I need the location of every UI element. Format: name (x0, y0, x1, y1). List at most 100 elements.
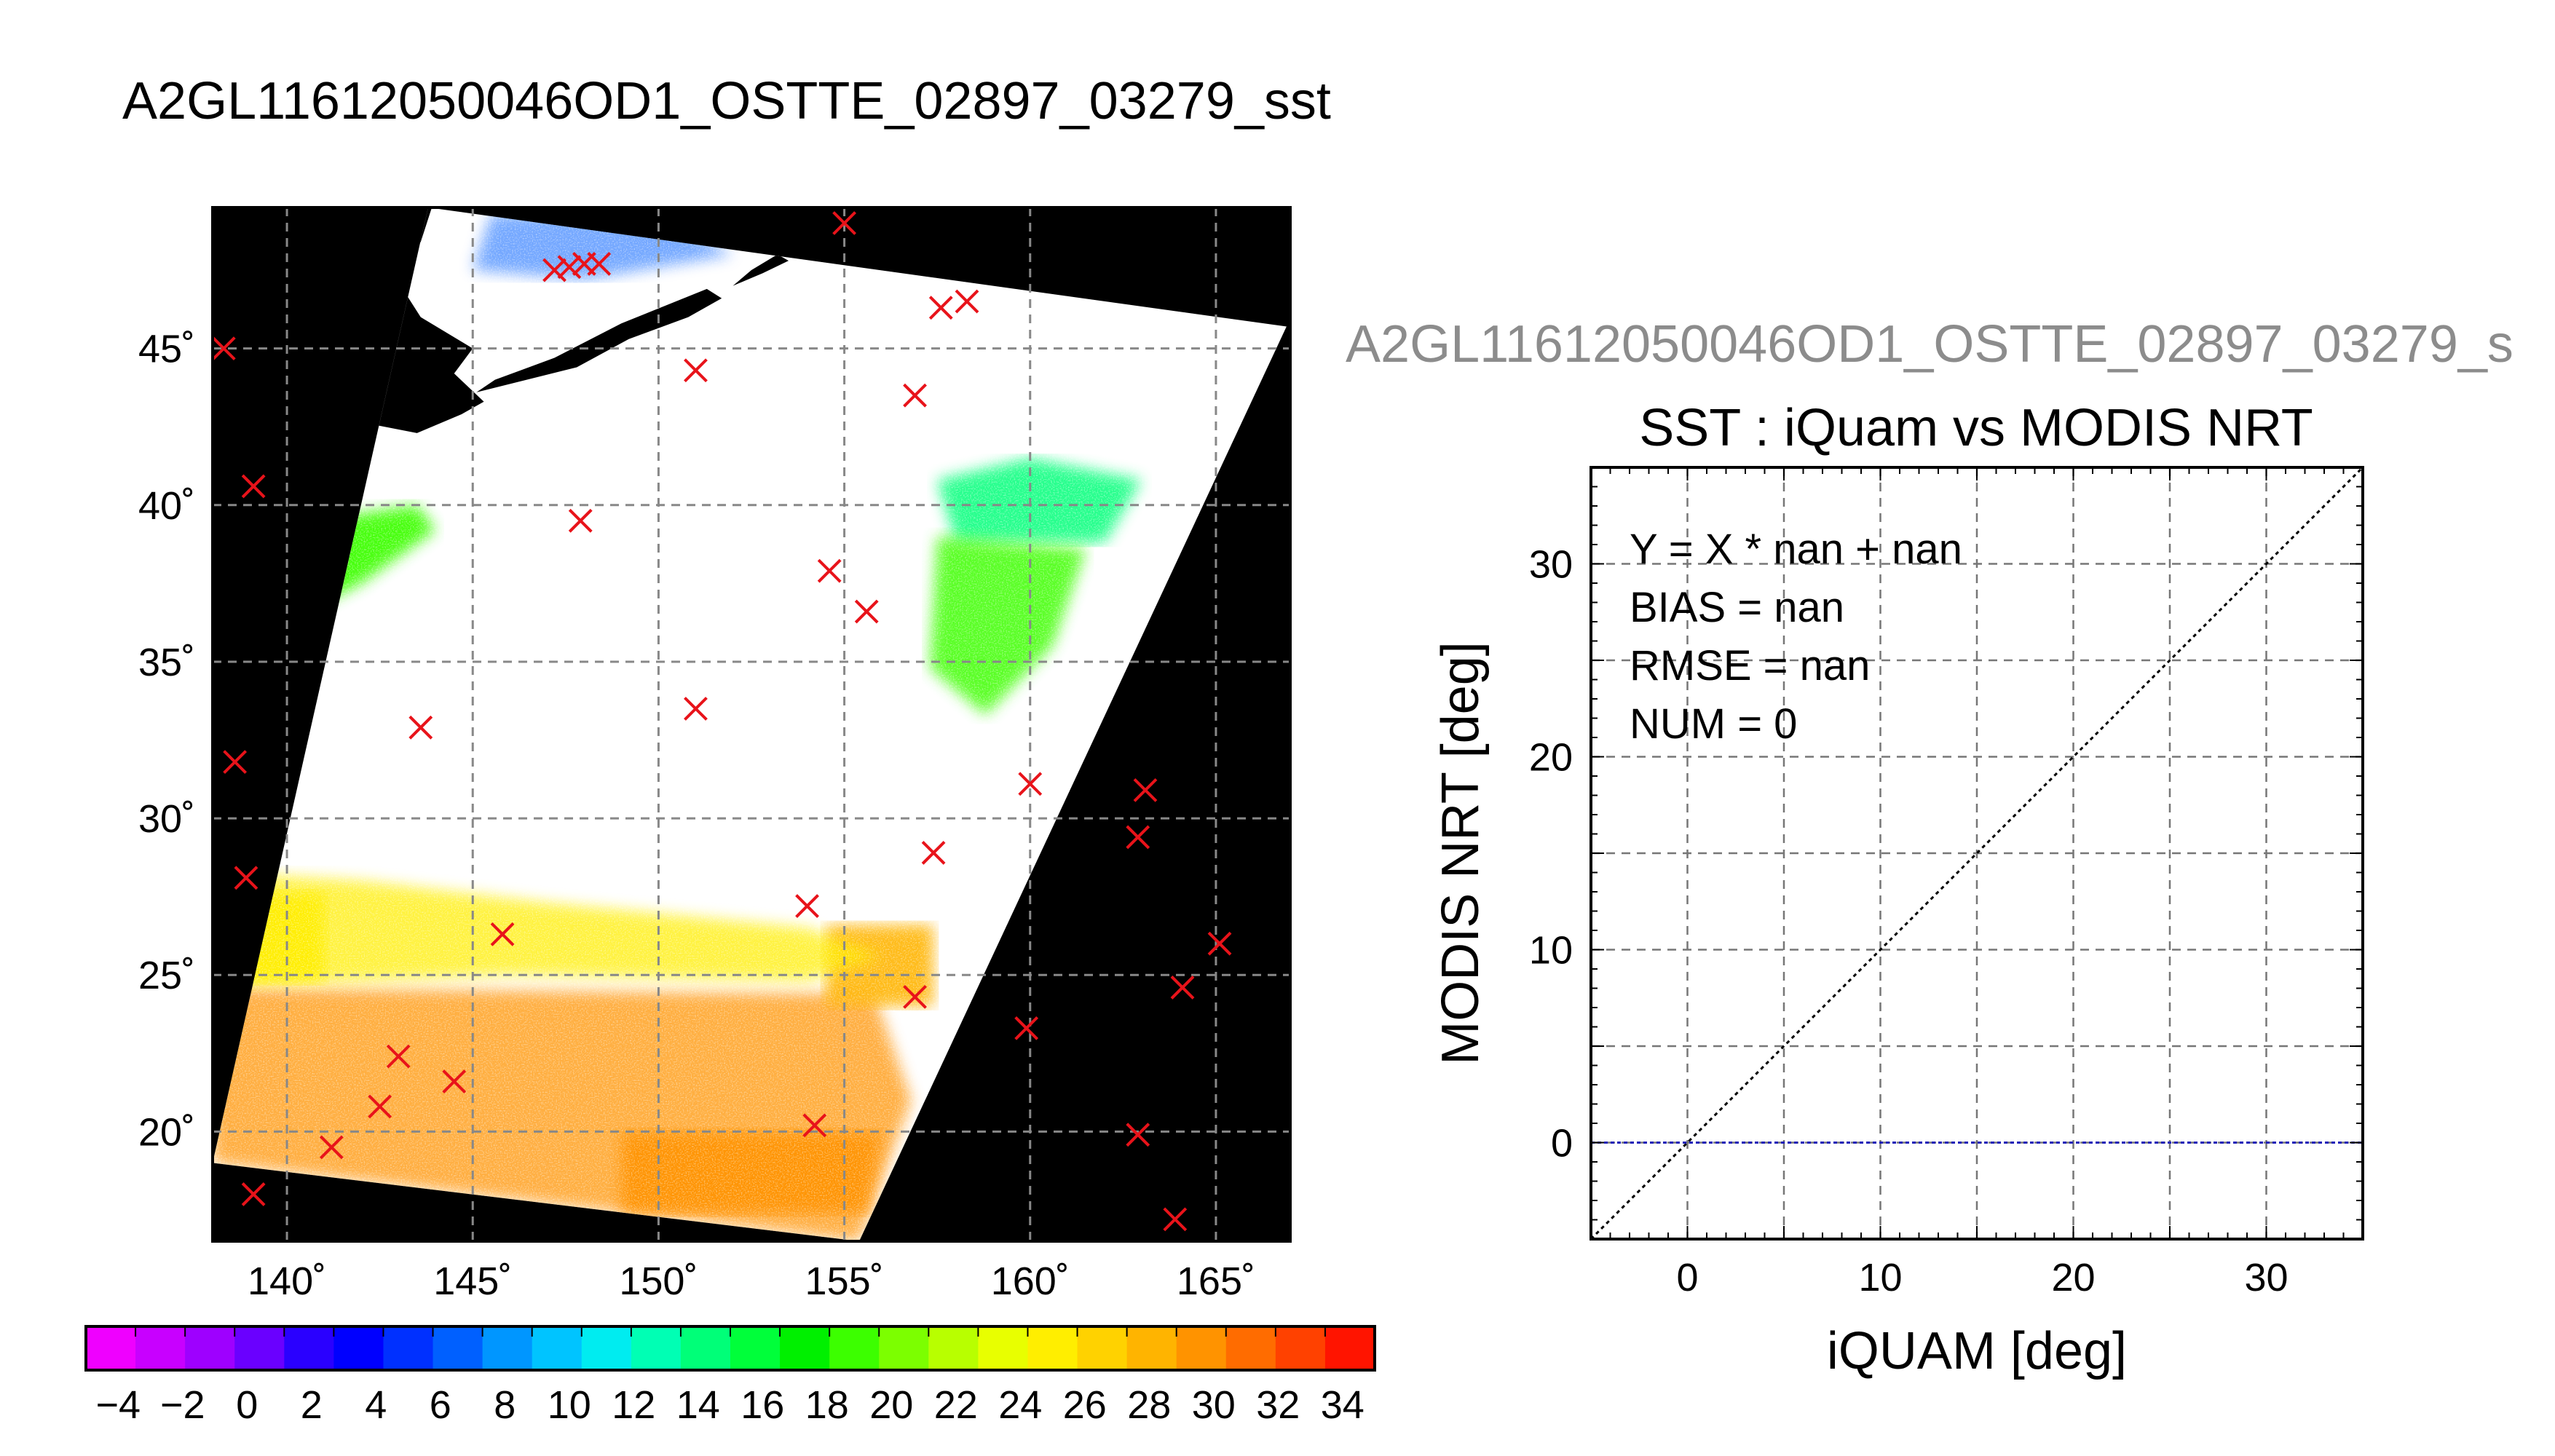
buoy-marker (568, 508, 593, 533)
scatter-grid (1591, 467, 2363, 1239)
map-title: A2GL11612050046OD1_OSTTE_02897_03279_sst (122, 72, 1331, 130)
colorbar-tick-label: 10 (548, 1383, 591, 1427)
buoy-marker (854, 599, 879, 624)
colorbar-tick-label: 14 (676, 1383, 720, 1427)
buoy-marker (386, 1044, 411, 1069)
map-xtick-label: 160˚ (991, 1259, 1070, 1303)
colorbar-tick-label: 0 (236, 1383, 258, 1427)
buoy-marker (802, 1113, 827, 1138)
colorbar-bin (1275, 1326, 1326, 1370)
buoy-marker (684, 358, 708, 383)
colorbar-bin (780, 1326, 830, 1370)
colorbar-tick-label: −2 (160, 1383, 205, 1427)
buoy-marker (211, 336, 236, 361)
colorbar-tick-label: 12 (612, 1383, 655, 1427)
colorbar-bin (1126, 1326, 1177, 1370)
sst-map: 140˚ 145˚ 150˚ 155˚ 160˚ 165˚ 20˚ 25˚ 30˚ 35˚ 40˚ 4… (138, 206, 1292, 1303)
colorbar-bin (482, 1326, 533, 1370)
buoy-marker (1126, 1123, 1150, 1147)
buoy-marker (1207, 931, 1232, 956)
colorbar-bin (284, 1326, 334, 1370)
scatter-ytick-label: 10 (1529, 929, 1573, 973)
colorbar-tick-label: −4 (95, 1383, 141, 1427)
scatter-xtick-label: 0 (1676, 1256, 1698, 1299)
buoy-marker (1014, 1016, 1039, 1040)
buoy-marker (921, 841, 946, 865)
colorbar: −4 −2 0 2 4 6 8 10 12 14 16 18 20 22 24 26 28 30 32 34 (84, 1325, 1376, 1427)
buoy-marker (903, 984, 927, 1009)
colorbar-tick-label: 2 (301, 1383, 323, 1427)
colorbar-bin (680, 1326, 731, 1370)
buoy-marker (1163, 1207, 1188, 1232)
map-xtick-label: 165˚ (1177, 1259, 1255, 1303)
scatter-ytick-label: 30 (1529, 543, 1573, 587)
scatter-xtick-label: 10 (1858, 1256, 1902, 1299)
colorbar-bin (234, 1326, 285, 1370)
buoy-marker (368, 1094, 392, 1119)
colorbar-tick-label: 16 (741, 1383, 784, 1427)
map-xtick-label: 140˚ (248, 1259, 326, 1303)
map-xtick-label: 150˚ (619, 1259, 698, 1303)
scatter-ytick-label: 20 (1529, 736, 1573, 780)
buoy-marker (241, 474, 266, 499)
colorbar-bin (978, 1326, 1029, 1370)
buoy-marker (1170, 976, 1195, 1000)
buoy-marker (795, 894, 819, 918)
map-ytick-label: 40˚ (138, 484, 195, 528)
buoy-marker (903, 383, 927, 408)
scatter-xtick-label: 20 (2051, 1256, 2095, 1299)
buoy-marker (234, 866, 258, 890)
colorbar-bin (333, 1326, 384, 1370)
buoy-marker (684, 697, 708, 721)
buoy-marker (817, 558, 842, 583)
map-tick-labels: 140˚ 145˚ 150˚ 155˚ 160˚ 165˚ 20˚ 25˚ 30˚ 35˚ 40˚ 4… (138, 328, 1255, 1303)
scatter-lines (1590, 466, 2364, 1241)
colorbar-bin (1324, 1326, 1375, 1370)
map-ytick-label: 25˚ (138, 954, 195, 997)
map-ytick-label: 30˚ (138, 797, 195, 841)
scatter-stats: Y = X * nan + nan BIAS = nan RMSE = nan NUM… (1630, 526, 1962, 748)
buoy-marker (832, 211, 857, 235)
land-kuril-islands-2 (732, 254, 789, 286)
map-frame (211, 206, 1292, 1243)
scatter-ytick-label: 0 (1551, 1122, 1573, 1166)
colorbar-bin (631, 1326, 682, 1370)
colorbar-tick-label: 8 (494, 1383, 516, 1427)
colorbar-tick-label: 34 (1321, 1383, 1365, 1427)
buoy-marker (928, 296, 953, 320)
buoy-marker (241, 1182, 266, 1206)
buoy-marker (542, 258, 566, 282)
colorbar-bin (135, 1326, 186, 1370)
colorbar-tick-label: 32 (1256, 1383, 1300, 1427)
buoy-marker (490, 922, 515, 946)
colorbar-tick-label: 18 (805, 1383, 849, 1427)
colorbar-bin (1176, 1326, 1227, 1370)
colorbar-tick-label: 24 (998, 1383, 1042, 1427)
scatter-xlabel: iQUAM [deg] (1827, 1322, 2127, 1380)
scatter-plot: 0 10 20 30 0 10 20 30 Y = X * nan + nan BIAS = n… (1431, 466, 2364, 1380)
colorbar-bin (1077, 1326, 1128, 1370)
buoy-marker (408, 715, 433, 740)
colorbar-frame (84, 1325, 1376, 1372)
secondary-title: A2GL11612050046OD1_OSTTE_02897_03279_s (1346, 315, 2513, 373)
buoy-marker (442, 1069, 467, 1093)
colorbar-tick-label: 6 (430, 1383, 451, 1427)
colorbar-bins (86, 1326, 1375, 1370)
buoy-marker (319, 1135, 344, 1160)
buoy-marker (587, 252, 612, 276)
scatter-stat-line: RMSE = nan (1630, 642, 1870, 689)
colorbar-tick-label: 20 (869, 1383, 913, 1427)
map-layers (213, 207, 1287, 1241)
colorbar-bin (383, 1326, 434, 1370)
buoy-marker (955, 289, 979, 314)
colorbar-bin (581, 1326, 632, 1370)
colorbar-tick-label: 28 (1127, 1383, 1171, 1427)
colorbar-bin (1225, 1326, 1276, 1370)
map-ytick-label: 35˚ (138, 641, 195, 684)
colorbar-bin (829, 1326, 880, 1370)
colorbar-tick-label: 4 (365, 1383, 387, 1427)
buoy-marker (557, 255, 582, 280)
map-xtick-label: 155˚ (805, 1259, 884, 1303)
scatter-ylabel: MODIS NRT [deg] (1431, 641, 1490, 1065)
colorbar-bin (86, 1326, 136, 1370)
